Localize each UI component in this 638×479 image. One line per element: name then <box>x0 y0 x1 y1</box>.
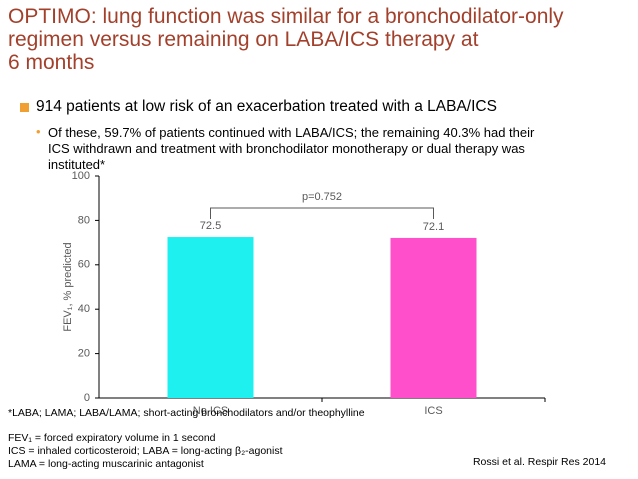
x-tick-label: ICS <box>424 405 442 417</box>
value-label: 72.1 <box>423 221 444 233</box>
sub-bullet-line: instituted* <box>48 157 106 172</box>
significance-bracket <box>210 207 434 220</box>
title-line: 6 months <box>8 51 95 74</box>
bullet: 914 patients at low risk of an exacerbat… <box>36 98 497 115</box>
abbreviations: FEV₁ = forced expiratory volume in 1 sec… <box>8 432 283 471</box>
title-line: regimen versus remaining on LABA/ICS the… <box>8 28 479 51</box>
sub-bullet-dot: • <box>36 124 41 139</box>
abbreviation: ICS = inhaled corticosteroid; LABA = lon… <box>8 445 283 457</box>
abbreviation: FEV₁ = forced expiratory volume in 1 sec… <box>8 432 216 444</box>
abbreviation: LAMA = long-acting muscarinic antagonist <box>8 458 204 470</box>
y-tick-label: 0 <box>84 392 90 404</box>
sub-bullet: Of these, 59.7% of patients continued wi… <box>48 125 534 173</box>
citation: Rossi et al. Respir Res 2014 <box>472 456 606 468</box>
p-value: p=0.752 <box>302 191 342 203</box>
sub-bullet-line: Of these, 59.7% of patients continued wi… <box>48 125 535 140</box>
bar <box>390 237 477 398</box>
bullet-square <box>20 103 29 112</box>
y-tick-label: 40 <box>78 303 90 315</box>
bar <box>167 237 254 398</box>
y-axis-label: FEV₁, % predicted <box>62 242 74 331</box>
y-tick-label: 100 <box>72 170 90 182</box>
y-tick-label: 80 <box>78 214 90 226</box>
x-tick-label: No ICS <box>193 405 228 417</box>
y-tick-label: 20 <box>78 348 90 360</box>
title-line: OPTIMO: lung function was similar for a … <box>8 5 564 28</box>
value-label: 72.5 <box>200 220 221 232</box>
footnote: *LABA; LAMA; LABA/LAMA; short-acting bro… <box>8 407 365 419</box>
y-tick-label: 60 <box>78 259 90 271</box>
sub-bullet-line: ICS withdrawn and treatment with broncho… <box>48 141 525 156</box>
